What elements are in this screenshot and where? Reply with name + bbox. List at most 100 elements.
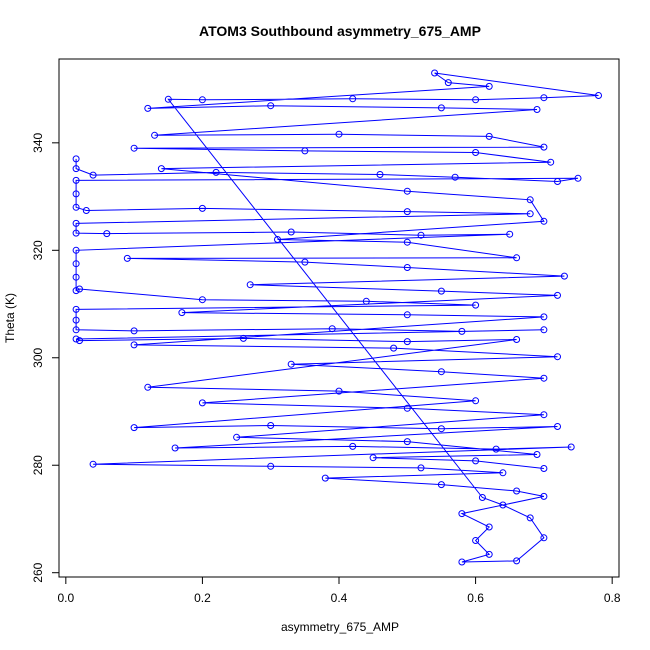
data-point (403, 404, 411, 412)
data-point (144, 383, 152, 391)
data-point (72, 287, 80, 295)
data-point (431, 69, 439, 77)
data-point (274, 236, 281, 243)
data-point (369, 454, 377, 462)
data-point (554, 423, 561, 430)
data-point (403, 311, 411, 319)
data-point (72, 316, 80, 324)
data-point (362, 297, 370, 305)
data-point (472, 149, 480, 156)
data-point (301, 147, 309, 155)
data-point (540, 94, 548, 102)
data-point (301, 258, 309, 266)
data-point (540, 313, 548, 321)
data-point (458, 327, 466, 335)
data-point (198, 96, 206, 104)
data-point (123, 254, 131, 262)
data-point (246, 281, 254, 289)
data-point (554, 353, 561, 361)
data-point (560, 272, 568, 280)
data-point (89, 171, 97, 179)
data-point (130, 341, 138, 349)
data-point (547, 158, 555, 166)
data-point (554, 291, 561, 299)
data-point (485, 523, 493, 531)
data-point (72, 176, 80, 184)
data-point (403, 338, 411, 346)
data-point (376, 171, 384, 178)
data-point (437, 425, 445, 433)
data-point (513, 487, 521, 495)
data-point (444, 79, 452, 87)
data-point (458, 558, 466, 566)
data-point (499, 501, 507, 509)
data-point (499, 469, 507, 477)
data-point (198, 296, 206, 304)
data-point (157, 165, 165, 173)
x-tick-label: 0.8 (604, 591, 621, 605)
data-point (437, 104, 445, 112)
data-point (267, 102, 275, 110)
data-point (472, 96, 480, 104)
data-point (472, 457, 480, 465)
data-point (403, 208, 411, 216)
data-point (390, 344, 398, 352)
data-point (171, 444, 179, 452)
data-point (526, 210, 534, 218)
data-point (239, 334, 247, 342)
data-point (540, 217, 548, 225)
data-point (540, 465, 548, 472)
x-tick-label: 0.2 (194, 591, 211, 605)
data-point (506, 230, 514, 238)
data-point (233, 433, 241, 441)
data-point (403, 264, 411, 271)
data-point (472, 397, 480, 405)
data-point (540, 411, 548, 419)
x-axis: 0.0 0.2 0.4 0.6 0.8 (57, 576, 621, 605)
data-point (72, 219, 80, 227)
data-point (267, 422, 275, 429)
data-point (526, 514, 534, 522)
data-point (437, 481, 445, 489)
data-point (198, 204, 206, 212)
data-point (72, 190, 80, 198)
data-point (485, 132, 493, 140)
data-point (417, 464, 425, 472)
data-point (403, 438, 411, 446)
data-point (513, 336, 521, 343)
series-line (75, 72, 599, 563)
data-point (130, 424, 138, 432)
data-point (328, 325, 336, 333)
data-point (72, 273, 80, 281)
data-layer (72, 69, 602, 566)
y-tick-label: 300 (31, 347, 45, 367)
data-point (72, 165, 80, 173)
data-point (403, 238, 411, 246)
x-axis-label: asymmetry_675_AMP (281, 620, 399, 634)
data-point (540, 143, 548, 151)
data-point (72, 203, 80, 211)
data-point (472, 537, 480, 544)
data-point (130, 327, 138, 335)
data-point (144, 104, 152, 112)
data-point (321, 474, 329, 482)
data-point (492, 445, 500, 453)
data-point (478, 494, 486, 501)
x-tick-label: 0.6 (467, 591, 484, 605)
y-tick-label: 340 (31, 132, 45, 152)
y-axis-label: Theta (K) (3, 293, 17, 343)
data-point (76, 337, 83, 345)
data-point (417, 231, 425, 239)
data-point (335, 387, 343, 395)
data-point (574, 174, 582, 182)
data-point (540, 374, 548, 382)
data-point (554, 178, 561, 185)
y-tick-label: 280 (31, 455, 45, 475)
data-point (540, 534, 548, 542)
data-point (72, 229, 80, 237)
data-point (72, 326, 80, 334)
data-point (212, 168, 220, 176)
data-point (485, 82, 493, 90)
data-point (567, 443, 575, 451)
